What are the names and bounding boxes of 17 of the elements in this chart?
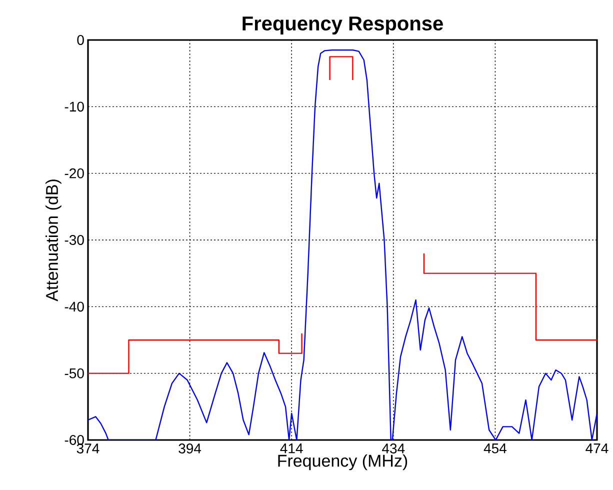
x-tick-label: 434 [382,444,405,454]
chart-title: Frequency Response [242,16,443,34]
y-tick-label: -60 [64,435,84,445]
x-tick-label: 474 [586,444,608,454]
x-tick-label: 414 [280,444,303,454]
x-tick-label: 454 [484,444,506,454]
x-tick-label: 394 [178,444,202,454]
x-axis-title: Frequency (MHz) [278,454,408,470]
x-tick-label: 374 [76,444,100,454]
y-tick-label: -20 [64,168,84,178]
y-tick-label: -30 [64,235,84,245]
y-tick-label: -40 [64,302,84,312]
y-tick-label: 0 [77,35,84,45]
line-series [88,332,302,374]
y-axis-title: Attenuation (dB) [46,180,62,302]
y-tick-label: -10 [64,102,84,112]
y-tick-label: -50 [64,368,84,378]
